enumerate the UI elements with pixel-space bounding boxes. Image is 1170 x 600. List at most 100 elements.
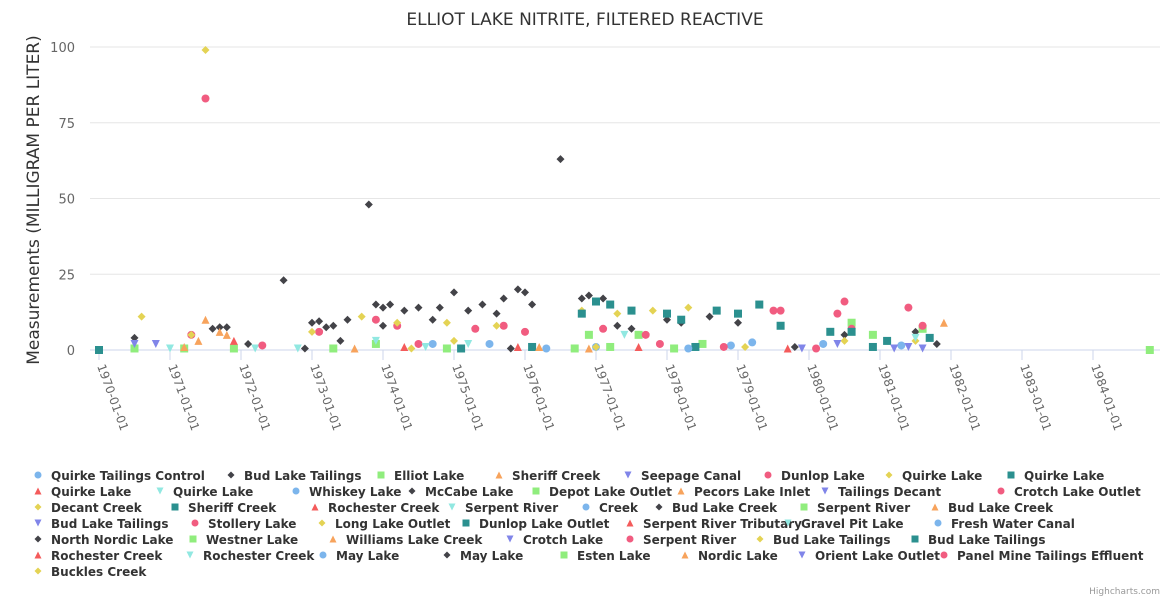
legend-label[interactable]: Stollery Lake xyxy=(208,517,296,531)
legend-item[interactable]: Bud Lake Tailings xyxy=(756,533,891,547)
legend-item[interactable]: Bud Lake Tailings xyxy=(34,517,169,531)
legend-item[interactable]: Serpent River xyxy=(626,533,737,547)
legend-label[interactable]: Pecors Lake Inlet xyxy=(694,485,811,499)
credits-link[interactable]: Highcharts.com xyxy=(1089,587,1160,597)
legend-label[interactable]: Creek xyxy=(599,501,639,515)
legend-label[interactable]: Quirke Tailings Control xyxy=(51,469,205,483)
legend-label[interactable]: Depot Lake Outlet xyxy=(549,485,672,499)
legend-label[interactable]: Bud Lake Tailings xyxy=(928,533,1046,547)
legend-label[interactable]: Esten Lake xyxy=(577,549,650,563)
legend-label[interactable]: Bud Lake Creek xyxy=(948,501,1054,515)
legend-label[interactable]: Williams Lake Creek xyxy=(346,533,483,547)
legend-label[interactable]: Crotch Lake Outlet xyxy=(1014,485,1141,499)
legend-item[interactable]: Westner Lake xyxy=(189,533,299,547)
legend-item[interactable]: Serpent River xyxy=(800,501,911,515)
legend-item[interactable]: Rochester Creek xyxy=(186,549,316,563)
legend-item[interactable]: May Lake xyxy=(443,549,524,563)
legend-item[interactable]: Esten Lake xyxy=(560,549,651,563)
legend-item[interactable]: Buckles Creek xyxy=(34,565,148,579)
legend-item[interactable]: Bud Lake Tailings xyxy=(227,469,362,483)
series-fresh-water-canal xyxy=(542,344,551,353)
legend-item[interactable]: Rochester Creek xyxy=(311,501,441,515)
legend-item[interactable]: Orient Lake Outlet xyxy=(798,549,941,563)
legend-item[interactable]: Nordic Lake xyxy=(681,549,778,563)
legend-label[interactable]: Quirke Lake xyxy=(902,469,982,483)
legend-label[interactable]: Orient Lake Outlet xyxy=(815,549,940,563)
legend-item[interactable]: Quirke Lake xyxy=(156,485,254,499)
legend-label[interactable]: Serpent River xyxy=(465,501,558,515)
data-point xyxy=(528,342,537,351)
legend-item[interactable]: Whiskey Lake xyxy=(292,485,402,499)
legend-label[interactable]: Bud Lake Tailings xyxy=(244,469,362,483)
legend-item[interactable]: May Lake xyxy=(319,549,400,563)
legend-item[interactable]: Bud Lake Tailings xyxy=(911,533,1046,547)
legend-item[interactable]: Bud Lake Creek xyxy=(655,501,779,515)
legend-marker-icon xyxy=(626,519,634,527)
legend-label[interactable]: Whiskey Lake xyxy=(309,485,401,499)
legend-item[interactable]: Quirke Lake xyxy=(885,469,983,483)
legend-label[interactable]: Tailings Decant xyxy=(838,485,941,499)
legend-label[interactable]: Quirke Lake xyxy=(51,485,131,499)
legend-item[interactable]: Creek xyxy=(582,501,640,515)
legend-item[interactable]: Fresh Water Canal xyxy=(934,517,1075,531)
legend-item[interactable]: Decant Creek xyxy=(34,501,143,515)
legend-item[interactable]: Williams Lake Creek xyxy=(329,533,484,547)
legend-item[interactable]: Pecors Lake Inlet xyxy=(677,485,811,499)
legend-label[interactable]: Nordic Lake xyxy=(698,549,778,563)
legend-item[interactable]: Seepage Canal xyxy=(624,469,742,483)
legend-item[interactable]: McCabe Lake xyxy=(408,485,514,499)
legend-label[interactable]: Serpent River xyxy=(817,501,910,515)
legend-item[interactable]: Tailings Decant xyxy=(821,485,942,499)
legend-label[interactable]: Rochester Creek xyxy=(328,501,440,515)
legend-label[interactable]: Serpent River Tributary xyxy=(643,517,802,531)
legend-item[interactable]: Serpent River xyxy=(448,501,559,515)
legend-label[interactable]: Sheriff Creek xyxy=(188,501,277,515)
legend-label[interactable]: Quirke Lake xyxy=(173,485,253,499)
legend-label[interactable]: Decant Creek xyxy=(51,501,143,515)
legend-label[interactable]: Bud Lake Creek xyxy=(672,501,778,515)
legend-item[interactable]: Quirke Lake xyxy=(1007,469,1105,483)
legend-label[interactable]: Crotch Lake xyxy=(523,533,603,547)
legend-label[interactable]: Quirke Lake xyxy=(1024,469,1104,483)
legend-label[interactable]: Westner Lake xyxy=(206,533,298,547)
legend-label[interactable]: Seepage Canal xyxy=(641,469,741,483)
legend-item[interactable]: Panel Mine Tailings Effluent xyxy=(940,549,1144,563)
legend-item[interactable]: Crotch Lake Outlet xyxy=(997,485,1141,499)
legend-item[interactable]: Crotch Lake xyxy=(506,533,604,547)
legend-item[interactable]: Long Lake Outlet xyxy=(318,517,451,531)
legend-item[interactable]: Dunlop Lake xyxy=(764,469,865,483)
legend-label[interactable]: Long Lake Outlet xyxy=(335,517,451,531)
legend-item[interactable]: Elliot Lake xyxy=(377,469,465,483)
legend-item[interactable]: North Nordic Lake xyxy=(34,533,174,547)
legend-item[interactable]: Bud Lake Creek xyxy=(931,501,1055,515)
legend-label[interactable]: Fresh Water Canal xyxy=(951,517,1075,531)
legend-item[interactable]: Rochester Creek xyxy=(34,549,164,563)
legend-label[interactable]: North Nordic Lake xyxy=(51,533,173,547)
legend-item[interactable]: Serpent River Tributary xyxy=(626,517,803,531)
legend-item[interactable]: Depot Lake Outlet xyxy=(532,485,673,499)
legend-label[interactable]: Elliot Lake xyxy=(394,469,464,483)
legend-label[interactable]: May Lake xyxy=(460,549,523,563)
legend-label[interactable]: Sheriff Creek xyxy=(512,469,601,483)
legend-label[interactable]: Bud Lake Tailings xyxy=(51,517,169,531)
legend-label[interactable]: Serpent River xyxy=(643,533,736,547)
legend-item[interactable]: Stollery Lake xyxy=(191,517,297,531)
legend-label[interactable]: Rochester Creek xyxy=(51,549,163,563)
legend-item[interactable]: Quirke Tailings Control xyxy=(34,469,205,483)
legend-label[interactable]: McCabe Lake xyxy=(425,485,513,499)
legend-item[interactable]: Quirke Lake xyxy=(34,485,132,499)
legend-label[interactable]: Panel Mine Tailings Effluent xyxy=(957,549,1144,563)
legend-label[interactable]: Buckles Creek xyxy=(51,565,147,579)
legend-label[interactable]: Rochester Creek xyxy=(203,549,315,563)
legend-label[interactable]: Gravel Pit Lake xyxy=(801,517,903,531)
series-orient-lake-outlet xyxy=(797,344,806,353)
legend-label[interactable]: Bud Lake Tailings xyxy=(773,533,891,547)
legend-item[interactable]: Dunlop Lake Outlet xyxy=(462,517,610,531)
legend-label[interactable]: Dunlop Lake Outlet xyxy=(479,517,610,531)
legend-label[interactable]: May Lake xyxy=(336,549,399,563)
legend-item[interactable]: Gravel Pit Lake xyxy=(784,517,904,531)
legend-item[interactable]: Sheriff Creek xyxy=(171,501,278,515)
legend-item[interactable]: Sheriff Creek xyxy=(495,469,602,483)
legend-label[interactable]: Dunlop Lake xyxy=(781,469,865,483)
